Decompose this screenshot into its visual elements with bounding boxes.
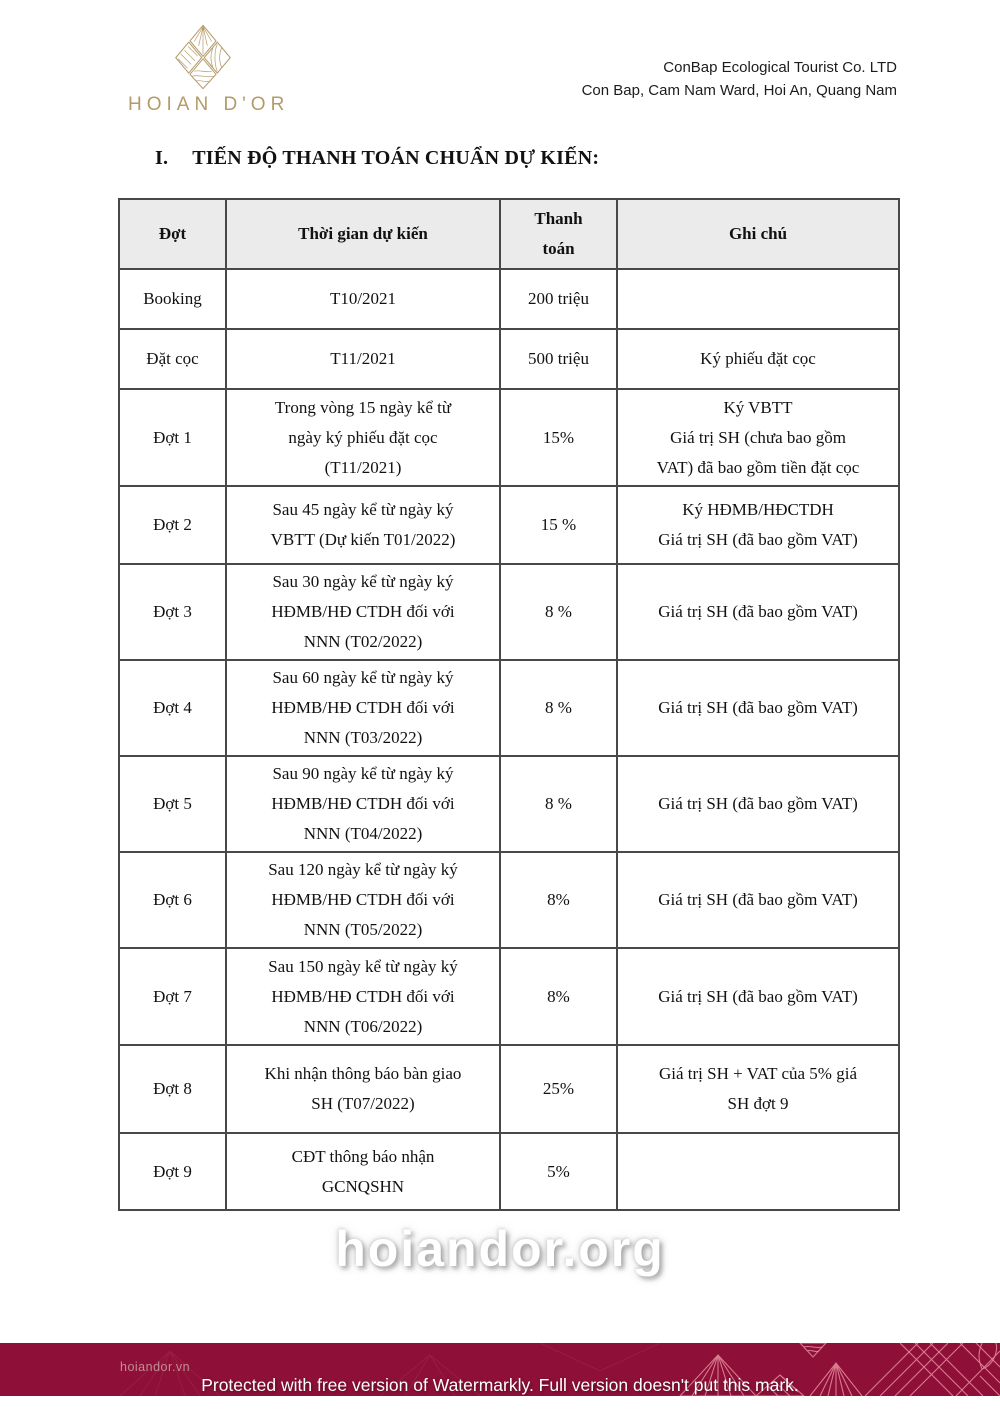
table-row: Đợt 6 Sau 120 ngày kể từ ngày ký HĐMB/HĐ… bbox=[118, 851, 900, 949]
stage-cell: Đợt 4 bbox=[118, 659, 227, 757]
table-row: Đợt 2 Sau 45 ngày kể từ ngày ký VBTT (Dự… bbox=[118, 485, 900, 565]
stage-cell: Đợt 9 bbox=[118, 1132, 227, 1211]
company-name: ConBap Ecological Tourist Co. LTD bbox=[663, 59, 897, 76]
table-row: Đợt 3 Sau 30 ngày kể từ ngày ký HĐMB/HĐ … bbox=[118, 563, 900, 661]
note-cell: Giá trị SH (đã bao gồm VAT) bbox=[616, 851, 900, 949]
note-cell bbox=[616, 1132, 900, 1211]
payment-cell: 8% bbox=[499, 851, 618, 949]
watermark-text: hoiandor.org bbox=[335, 1221, 665, 1277]
payment-cell: 500 triệu bbox=[499, 328, 618, 390]
stage-cell: Đợt 6 bbox=[118, 851, 227, 949]
payment-cell: 200 triệu bbox=[499, 268, 618, 330]
note-cell: Giá trị SH + VAT của 5% giá SH đợt 9 bbox=[616, 1044, 900, 1134]
payment-cell: 8 % bbox=[499, 659, 618, 757]
payment-cell: 8 % bbox=[499, 755, 618, 853]
payment-schedule-table: Đợt Thời gian dự kiến Thanh toán Ghi chú… bbox=[118, 198, 900, 1211]
stage-cell: Đợt 3 bbox=[118, 563, 227, 661]
footer-pattern-faint bbox=[119, 1343, 661, 1396]
time-cell: T10/2021 bbox=[225, 268, 501, 330]
note-cell: Giá trị SH (đã bao gồm VAT) bbox=[616, 563, 900, 661]
footer-bar: hoiandor.vn Protected with free version … bbox=[0, 1343, 1000, 1396]
time-cell: Sau 45 ngày kể từ ngày ký VBTT (Dự kiến … bbox=[225, 485, 501, 565]
col-header-payment: Thanh toán bbox=[499, 198, 618, 270]
table-row: Đặt cọc T11/2021 500 triệu Ký phiếu đặt … bbox=[118, 328, 900, 390]
note-cell: Giá trị SH (đã bao gồm VAT) bbox=[616, 755, 900, 853]
payment-cell: 8 % bbox=[499, 563, 618, 661]
title-numeral: I. bbox=[155, 147, 169, 169]
company-info: ConBap Ecological Tourist Co. LTD Con Ba… bbox=[582, 56, 897, 102]
time-cell: Sau 90 ngày kể từ ngày ký HĐMB/HĐ CTDH đ… bbox=[225, 755, 501, 853]
payment-cell: 15 % bbox=[499, 485, 618, 565]
time-cell: Sau 150 ngày kể từ ngày ký HĐMB/HĐ CTDH … bbox=[225, 947, 501, 1046]
table-row: Đợt 7 Sau 150 ngày kể từ ngày ký HĐMB/HĐ… bbox=[118, 947, 900, 1046]
payment-cell: 15% bbox=[499, 388, 618, 487]
time-cell: Trong vòng 15 ngày kể từ ngày ký phiếu đ… bbox=[225, 388, 501, 487]
payment-cell: 8% bbox=[499, 947, 618, 1046]
table-header-row: Đợt Thời gian dự kiến Thanh toán Ghi chú bbox=[118, 198, 900, 270]
col-header-stage: Đợt bbox=[118, 198, 227, 270]
time-cell: Khi nhận thông báo bàn giao SH (T07/2022… bbox=[225, 1044, 501, 1134]
table-row: Booking T10/2021 200 triệu bbox=[118, 268, 900, 330]
note-cell: Ký VBTT Giá trị SH (chưa bao gồm VAT) đã… bbox=[616, 388, 900, 487]
title-text: TIẾN ĐỘ THANH TOÁN CHUẨN DỰ KIẾN: bbox=[192, 147, 600, 169]
table-row: Đợt 1 Trong vòng 15 ngày kể từ ngày ký p… bbox=[118, 388, 900, 487]
payment-cell: 5% bbox=[499, 1132, 618, 1211]
table-row: Đợt 5 Sau 90 ngày kể từ ngày ký HĐMB/HĐ … bbox=[118, 755, 900, 853]
time-cell: Sau 30 ngày kể từ ngày ký HĐMB/HĐ CTDH đ… bbox=[225, 563, 501, 661]
company-address: Con Bap, Cam Nam Ward, Hoi An, Quang Nam bbox=[581, 82, 897, 99]
note-cell bbox=[616, 268, 900, 330]
stage-cell: Booking bbox=[118, 268, 227, 330]
note-cell: Ký HĐMB/HĐCTDH Giá trị SH (đã bao gồm VA… bbox=[616, 485, 900, 565]
stage-cell: Đặt cọc bbox=[118, 328, 227, 390]
footer-pattern-icon bbox=[679, 1343, 1000, 1396]
stage-cell: Đợt 5 bbox=[118, 755, 227, 853]
note-cell: Giá trị SH (đã bao gồm VAT) bbox=[616, 947, 900, 1046]
time-cell: Sau 60 ngày kể từ ngày ký HĐMB/HĐ CTDH đ… bbox=[225, 659, 501, 757]
brand-name: HOIAN D'OR bbox=[128, 94, 290, 115]
time-cell: CĐT thông báo nhận GCNQSHN bbox=[225, 1132, 501, 1211]
page-title: I. TIẾN ĐỘ THANH TOÁN CHUẨN DỰ KIẾN: bbox=[155, 147, 599, 170]
table-row: Đợt 4 Sau 60 ngày kể từ ngày ký HĐMB/HĐ … bbox=[118, 659, 900, 757]
payment-cell: 25% bbox=[499, 1044, 618, 1134]
stage-cell: Đợt 2 bbox=[118, 485, 227, 565]
col-header-time: Thời gian dự kiến bbox=[225, 198, 501, 270]
footer-site-link: hoiandor.vn bbox=[120, 1360, 191, 1374]
stage-cell: Đợt 7 bbox=[118, 947, 227, 1046]
time-cell: Sau 120 ngày kể từ ngày ký HĐMB/HĐ CTDH … bbox=[225, 851, 501, 949]
table-row: Đợt 9 CĐT thông báo nhận GCNQSHN 5% bbox=[118, 1132, 900, 1211]
table-row: Đợt 8 Khi nhận thông báo bàn giao SH (T0… bbox=[118, 1044, 900, 1134]
watermarkly-notice: Protected with free version of Watermark… bbox=[201, 1375, 799, 1395]
note-cell: Giá trị SH (đã bao gồm VAT) bbox=[616, 659, 900, 757]
col-header-note: Ghi chú bbox=[616, 198, 900, 270]
diamond-logo-icon bbox=[175, 24, 231, 90]
note-cell: Ký phiếu đặt cọc bbox=[616, 328, 900, 390]
stage-cell: Đợt 8 bbox=[118, 1044, 227, 1134]
brand-logo: HOIAN D'OR bbox=[128, 24, 290, 116]
time-cell: T11/2021 bbox=[225, 328, 501, 390]
stage-cell: Đợt 1 bbox=[118, 388, 227, 487]
